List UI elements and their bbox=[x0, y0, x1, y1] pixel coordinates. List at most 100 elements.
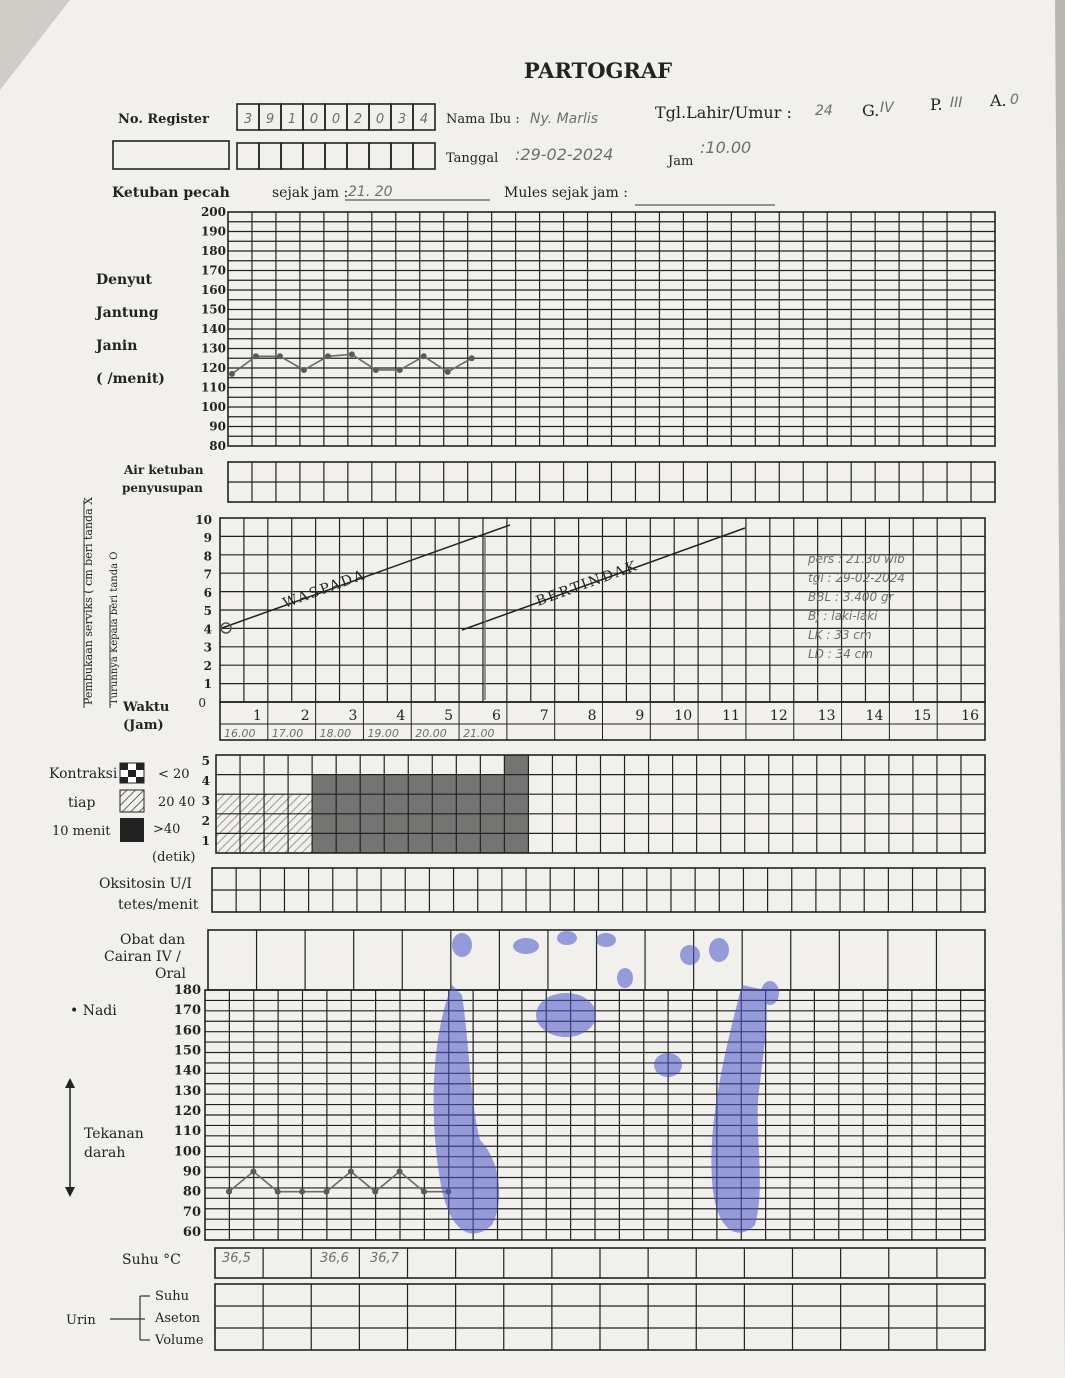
hour-label: 16 bbox=[961, 708, 979, 724]
serviks-tick: 1 bbox=[204, 677, 212, 691]
legend-gt40: >40 bbox=[153, 822, 180, 837]
nadi-point bbox=[274, 1188, 281, 1195]
no-register-boxes-row2 bbox=[236, 142, 436, 170]
tanggal-label: Tanggal bbox=[446, 151, 498, 166]
djj-point bbox=[252, 353, 259, 360]
serviks-tick: 4 bbox=[204, 622, 212, 636]
air-ketuban-label-1: Air ketuban bbox=[123, 463, 204, 477]
nadi-line bbox=[228, 1170, 449, 1193]
time-label: 18.00 bbox=[320, 727, 352, 740]
g-label: G. bbox=[862, 101, 879, 120]
nadi-point bbox=[226, 1188, 232, 1195]
register-digit: 0 bbox=[310, 112, 318, 127]
nadi-tick: 80 bbox=[183, 1185, 201, 1200]
hour-label: 4 bbox=[396, 708, 405, 724]
no-register-label: No. Register bbox=[118, 112, 209, 127]
p-label: P. bbox=[930, 95, 943, 114]
hour-label: 15 bbox=[913, 708, 931, 724]
hour-label: 2 bbox=[301, 708, 310, 724]
hour-label: 13 bbox=[818, 708, 836, 724]
air-ketuban-grid bbox=[227, 461, 996, 503]
nadi-tick: 180 bbox=[174, 983, 201, 998]
nadi-tick: 60 bbox=[183, 1225, 201, 1240]
stain-9 bbox=[761, 981, 779, 1005]
air-ketuban-label-2: penyusupan bbox=[122, 481, 203, 495]
serviks-side-label: Pembukaan serviks ( cm beri tanda X bbox=[82, 497, 95, 705]
kontraksi-bar bbox=[288, 794, 313, 853]
kontraksi-tick: 3 bbox=[202, 794, 210, 808]
p-value: III bbox=[950, 95, 962, 111]
jam-value: :10.00 bbox=[700, 138, 751, 157]
hour-label: 3 bbox=[349, 708, 358, 724]
obat-label-2: Cairan IV / bbox=[104, 949, 181, 965]
obat-label-3: Oral bbox=[155, 966, 187, 982]
djj-point bbox=[229, 370, 235, 377]
kontraksi-legend: < 20 20 40 >40 bbox=[119, 762, 195, 842]
nadi-point bbox=[372, 1188, 379, 1195]
a-label: A. bbox=[989, 91, 1007, 110]
stain-7 bbox=[680, 945, 700, 965]
djj-label-line-2: Jantung bbox=[94, 305, 159, 321]
jam-label: Jam bbox=[666, 154, 693, 169]
nama-ibu-value: Ny. Marlis bbox=[530, 111, 598, 127]
hour-label: 14 bbox=[866, 708, 884, 724]
djj-tick: 180 bbox=[201, 244, 226, 258]
djj-tick: 130 bbox=[201, 342, 226, 356]
serviks-tick: 10 bbox=[195, 513, 212, 527]
oksitosin-label-2: tetes/menit bbox=[118, 897, 199, 913]
time-label: 20.00 bbox=[415, 727, 447, 740]
nadi-point bbox=[421, 1188, 427, 1195]
birth-notes: pers : 21.30 wib tgl : 29-02-2024 BBL : 3.… bbox=[807, 552, 905, 661]
nadi-tick: 140 bbox=[174, 1064, 201, 1079]
mules-label: Mules sejak jam : bbox=[504, 185, 628, 201]
waktu-label: Waktu bbox=[122, 700, 169, 715]
djj-point bbox=[276, 353, 283, 360]
legend-hatched-box bbox=[119, 789, 145, 813]
time-label: 19.00 bbox=[367, 727, 399, 740]
tekanan-label-1: Tekanan bbox=[84, 1126, 144, 1142]
umur-value: 24 bbox=[815, 103, 833, 119]
nadi-scale: 180 170 160 150 140 130 120 110 100 90 80 70 60 bbox=[174, 983, 201, 1240]
serviks-tick: 5 bbox=[204, 604, 212, 618]
djj-point bbox=[444, 368, 451, 375]
kontraksi-label-1: Kontraksi bbox=[49, 766, 118, 782]
urin-row-aseton: Aseton bbox=[154, 1311, 201, 1326]
djj-tick: 170 bbox=[201, 264, 226, 278]
suhu-value-2: 36,6 bbox=[320, 1251, 349, 1266]
urin-row-suhu: Suhu bbox=[155, 1289, 189, 1304]
kontraksi-tick: 2 bbox=[202, 814, 210, 828]
nadi-label: • Nadi bbox=[70, 1003, 117, 1019]
legend-dotted-fill-4 bbox=[120, 777, 128, 783]
djj-tick: 100 bbox=[201, 400, 226, 414]
extra-box bbox=[112, 140, 230, 170]
urin-row-volume: Volume bbox=[154, 1333, 204, 1348]
nadi-point bbox=[323, 1188, 330, 1195]
stain-4 bbox=[513, 938, 539, 954]
stain-5 bbox=[557, 931, 577, 945]
nadi-tick: 150 bbox=[174, 1044, 201, 1059]
legend-20-40: 20 40 bbox=[158, 795, 195, 810]
serviks-tick: 9 bbox=[204, 531, 212, 545]
sejak-jam-value: 21. 20 bbox=[348, 184, 393, 200]
stain-8 bbox=[709, 938, 729, 962]
djj-point bbox=[348, 351, 355, 358]
birth-note: tgl : 29-02-2024 bbox=[808, 571, 905, 585]
nadi-plot bbox=[226, 1168, 452, 1195]
djj-tick: 200 bbox=[201, 205, 226, 219]
djj-point bbox=[372, 366, 379, 373]
sejak-jam-label: sejak jam : bbox=[272, 185, 348, 201]
hour-label: 1 bbox=[253, 708, 262, 724]
djj-scale: 200 190 180 170 160 150 140 130 120 110 100 90 80 bbox=[201, 205, 226, 453]
hour-label: 11 bbox=[722, 708, 740, 724]
djj-tick: 120 bbox=[201, 361, 226, 375]
tgl-lahir-label: Tgl.Lahir/Umur : bbox=[655, 103, 792, 122]
kontraksi-tick: 5 bbox=[202, 754, 210, 768]
nadi-tick: 90 bbox=[183, 1165, 201, 1180]
waspada-line bbox=[221, 524, 511, 629]
serviks-scale: 10 9 8 7 6 5 4 3 2 1 bbox=[195, 513, 212, 691]
kontraksi-grid bbox=[215, 754, 986, 854]
kontraksi-bars bbox=[216, 755, 529, 853]
